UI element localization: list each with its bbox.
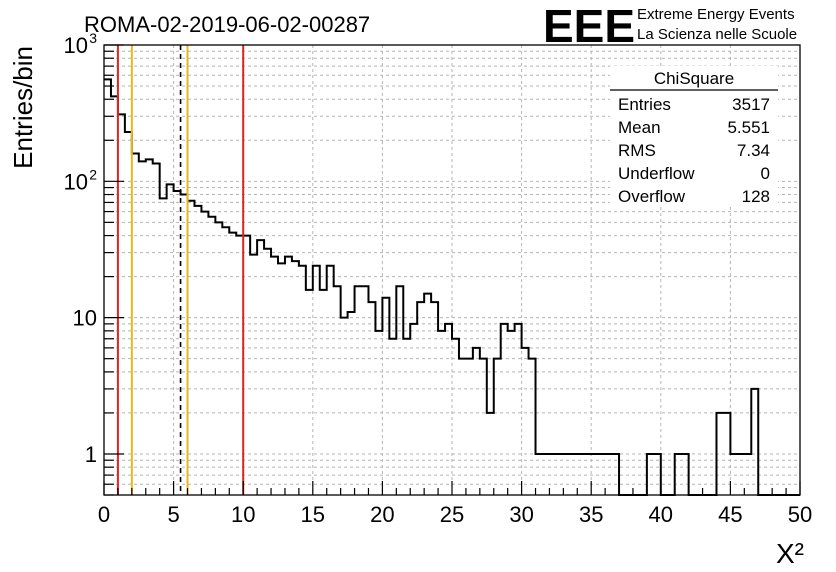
y-tick-exponent: 3 xyxy=(89,30,97,46)
histogram-series xyxy=(104,78,800,496)
stats-label-entries: Entries xyxy=(618,95,671,114)
x-tick-label: 35 xyxy=(579,502,603,527)
x-tick-label: 20 xyxy=(370,502,394,527)
stats-value-overflow: 128 xyxy=(742,187,770,206)
eee-logo: EEE xyxy=(543,0,635,52)
logo-line-2: La Scienza nelle Scuole xyxy=(637,26,797,43)
y-tick-label: 10 xyxy=(64,169,88,194)
stats-label-underflow: Underflow xyxy=(618,164,695,183)
marker-lines xyxy=(116,45,245,495)
x-tick-label: 30 xyxy=(509,502,533,527)
stats-label-overflow: Overflow xyxy=(618,187,686,206)
x-tick-label: 0 xyxy=(98,502,110,527)
stats-box: ChiSquare Entries 3517 Mean 5.551 RMS 7.34 Und… xyxy=(610,66,778,206)
y-tick-exponent: 2 xyxy=(89,166,97,182)
stats-box-title: ChiSquare xyxy=(654,69,734,88)
y-tick-label: 10 xyxy=(73,306,97,331)
chart-title: ROMA-02-2019-06-02-00287 xyxy=(84,12,370,37)
y-axis-label: Entries/bin xyxy=(8,46,38,169)
x-tick-label: 25 xyxy=(440,502,464,527)
y-tick-label: 1 xyxy=(85,442,97,467)
histogram-step-line xyxy=(104,78,800,496)
stats-value-underflow: 0 xyxy=(761,164,770,183)
stats-box-background xyxy=(610,66,778,206)
stats-label-rms: RMS xyxy=(618,141,656,160)
x-tick-label: 15 xyxy=(301,502,325,527)
stats-label-mean: Mean xyxy=(618,118,661,137)
logo-line-1: Extreme Energy Events xyxy=(637,6,795,23)
y-tick-label: 10 xyxy=(64,33,88,58)
stats-value-rms: 7.34 xyxy=(737,141,770,160)
x-tick-label: 5 xyxy=(167,502,179,527)
x-tick-label: 40 xyxy=(649,502,673,527)
x-axis-label: X² xyxy=(776,538,804,569)
stats-value-mean: 5.551 xyxy=(727,118,770,137)
x-tick-label: 50 xyxy=(788,502,812,527)
x-tick-label: 45 xyxy=(718,502,742,527)
stats-value-entries: 3517 xyxy=(732,95,770,114)
x-tick-label: 10 xyxy=(231,502,255,527)
